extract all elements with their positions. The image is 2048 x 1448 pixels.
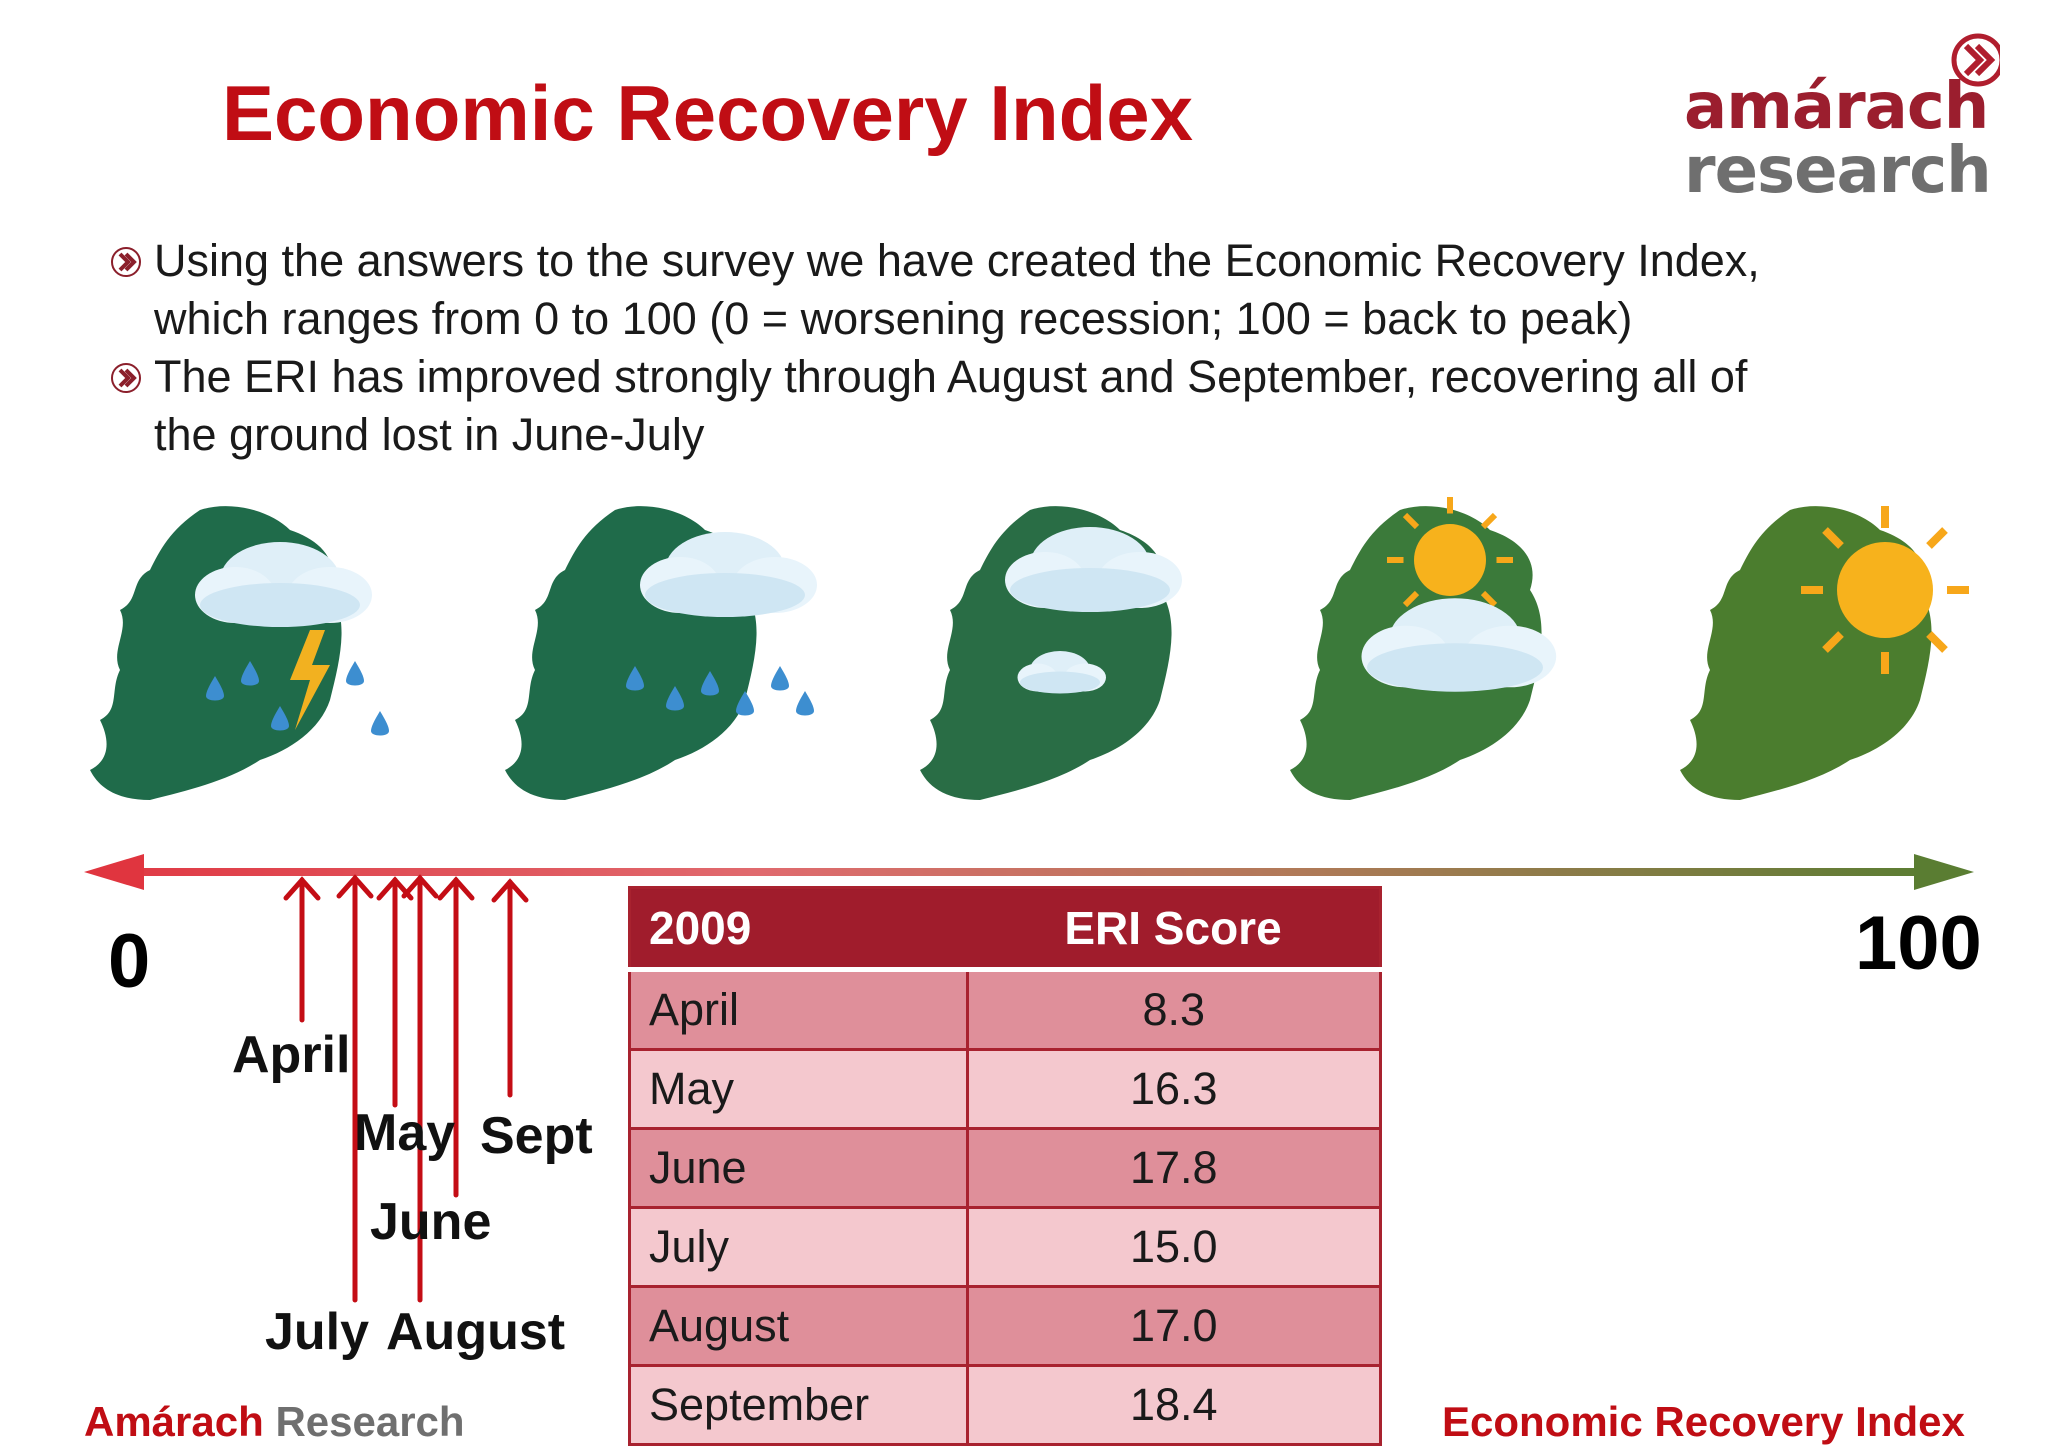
score-cell: 17.0	[965, 1285, 1382, 1367]
month-cell: June	[628, 1127, 969, 1209]
month-cell: August	[628, 1285, 969, 1367]
month-cell: July	[628, 1206, 969, 1288]
month-label-sept: Sept	[480, 1107, 593, 1165]
scale-max-label: 100	[1855, 901, 1982, 986]
month-label-may: May	[354, 1104, 456, 1162]
score-cell: 17.8	[965, 1127, 1382, 1209]
month-label-april: April	[232, 1026, 351, 1084]
logo-text-bottom: research	[1684, 134, 1992, 208]
sun-icon	[1680, 506, 1969, 800]
june-arrow	[437, 876, 475, 1198]
weather-map-strip	[90, 490, 2048, 800]
score-column-header: ERI Score	[967, 887, 1381, 972]
amarach-logo	[1951, 33, 2000, 87]
logo-text-top: amárach	[1684, 70, 1989, 144]
rain-icon	[505, 506, 817, 800]
bullet-chevron-icon	[111, 363, 141, 393]
bullet-chevron-icon	[111, 247, 141, 277]
year-column-header: 2009	[629, 887, 967, 972]
bullet-line: which ranges from 0 to 100 (0 = worsenin…	[154, 293, 1633, 344]
score-cell: 8.3	[965, 968, 1382, 1051]
storm-icon	[90, 506, 389, 800]
sun-cloud-icon	[1290, 497, 1557, 800]
april-arrow	[283, 876, 321, 1023]
may-arrow	[376, 876, 414, 1108]
table-row: July 15.0	[628, 1206, 1382, 1288]
score-cell: 18.4	[965, 1364, 1382, 1446]
table-row: May 16.3	[628, 1048, 1382, 1130]
scale-arrow	[84, 854, 1974, 890]
month-label-august: August	[386, 1303, 566, 1361]
month-cell: April	[628, 968, 969, 1051]
table-header-row: 2009 ERI Score	[629, 887, 1381, 972]
page-title: Economic Recovery Index	[222, 69, 1194, 157]
score-cell: 15.0	[965, 1206, 1382, 1288]
cloud-icon	[920, 506, 1182, 800]
month-cell: September	[628, 1364, 969, 1446]
bullet-line: the ground lost in June-July	[154, 409, 705, 460]
footer-brand-grey: Research	[275, 1398, 465, 1445]
month-markers	[283, 874, 529, 1303]
scale-min-label: 0	[108, 919, 151, 1004]
august-arrow	[401, 874, 439, 1303]
table-row: August 17.0	[628, 1285, 1382, 1367]
eri-score-table: 2009 ERI Score April 8.3 May 16.3 June 1…	[628, 886, 1382, 1446]
month-cell: May	[628, 1048, 969, 1130]
bullet-item: Using the answers to the survey we have …	[110, 232, 1990, 348]
month-label-june: June	[370, 1193, 492, 1251]
month-label-july: July	[265, 1303, 370, 1361]
bullet-line: The ERI has improved strongly through Au…	[154, 351, 1748, 402]
bullet-item: The ERI has improved strongly through Au…	[110, 348, 1990, 464]
table-row: April 8.3	[628, 968, 1382, 1051]
bullet-list: Using the answers to the survey we have …	[110, 232, 1990, 464]
bullet-line: Using the answers to the survey we have …	[154, 235, 1760, 286]
sept-arrow	[491, 878, 529, 1098]
table-row: June 17.8	[628, 1127, 1382, 1209]
score-cell: 16.3	[965, 1048, 1382, 1130]
table-row: September 18.4	[628, 1364, 1382, 1446]
footer-brand: Amárach Research	[84, 1398, 465, 1446]
footer-title: Economic Recovery Index	[1442, 1398, 1965, 1445]
july-arrow	[336, 874, 374, 1303]
footer-brand-red: Amárach	[84, 1398, 264, 1445]
